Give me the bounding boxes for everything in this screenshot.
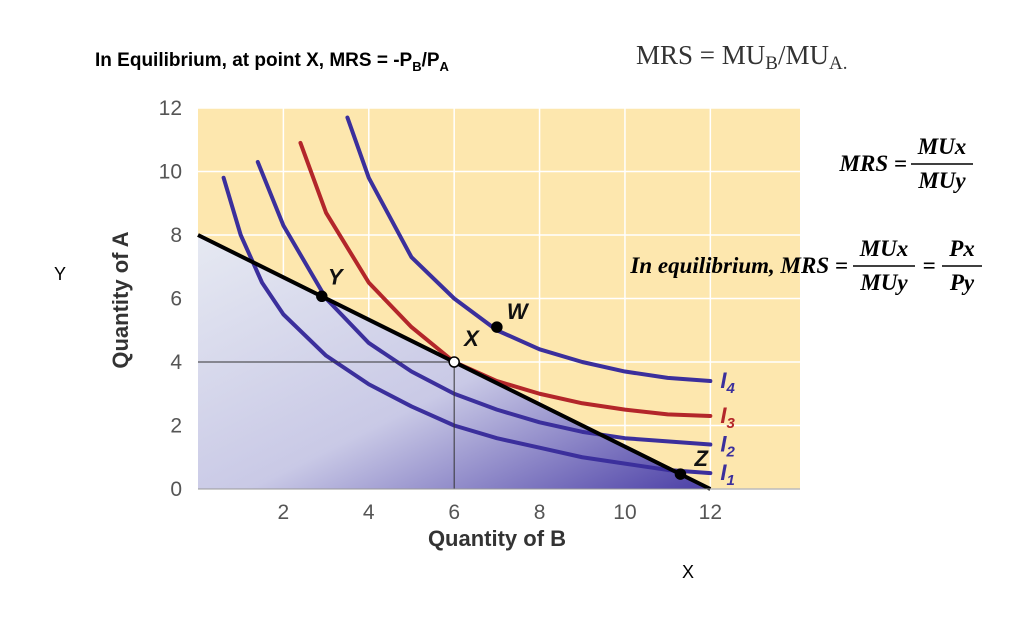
formula: MRS = MUB/MUA. <box>636 40 847 74</box>
formula-part: /MU <box>778 40 829 70</box>
y-tick-label: 10 <box>159 161 182 184</box>
curve-label-index: 4 <box>725 380 735 397</box>
y-tick-label: 4 <box>170 351 182 374</box>
point <box>316 290 328 303</box>
curve-label-index: 1 <box>726 472 734 489</box>
point-label: Z <box>693 446 709 471</box>
x-tick-label: 2 <box>278 501 290 524</box>
formula-sub: A. <box>829 53 847 74</box>
curve-label-name: I <box>720 403 727 428</box>
point-label: X <box>462 326 480 351</box>
formula-equals: = <box>922 253 935 278</box>
indifference-curve <box>345 115 713 384</box>
formula-left: In equilibrium, MRS = <box>629 253 848 278</box>
curve-label-name: I <box>720 368 727 393</box>
curve-label-name: I <box>720 432 727 457</box>
point-label: W <box>507 299 530 324</box>
formula-sub: B <box>765 53 778 74</box>
fraction-numerator: MUx <box>917 134 967 159</box>
y-tick-label: 8 <box>170 224 182 247</box>
x-axis-title: Quantity of B <box>428 526 566 551</box>
y-axis-title: Quantity of A <box>108 231 133 368</box>
indifference-curve <box>255 159 713 447</box>
fraction-numerator: Px <box>948 236 975 261</box>
y-tick-label: 6 <box>170 288 182 311</box>
chart-title-part: /P <box>422 50 440 71</box>
indifference-curve <box>221 175 713 476</box>
fraction-denominator: MUy <box>917 168 966 193</box>
y-tick-label: 0 <box>170 478 182 501</box>
side-label: Y <box>54 264 66 284</box>
x-tick-label: 4 <box>363 501 375 524</box>
chart-title: In Equilibrium, at point X, MRS = -PB/PA <box>95 50 450 74</box>
chart-title-part: In Equilibrium, at point X, MRS = -P <box>95 50 413 71</box>
x-tick-label: 10 <box>613 501 636 524</box>
side-label: X <box>682 562 694 582</box>
curve-label: I4 <box>720 368 735 397</box>
curve-label: I1 <box>720 460 734 489</box>
y-tick-label: 12 <box>159 97 182 120</box>
point <box>448 356 460 368</box>
curve-label-index: 2 <box>725 444 735 461</box>
curve-label: I2 <box>720 432 735 461</box>
chart-title-sub: A <box>440 59 450 74</box>
x-tick-label: 12 <box>699 501 722 524</box>
point-label: Y <box>328 264 345 289</box>
fraction-denominator: Py <box>949 270 975 295</box>
y-tick-label: 2 <box>170 415 182 438</box>
curve-label: I3 <box>720 403 735 432</box>
curve-label-name: I <box>720 460 727 485</box>
x-tick-label: 8 <box>534 501 546 524</box>
formula-left: MRS = <box>839 151 907 176</box>
fraction-numerator: MUx <box>859 236 909 261</box>
curve-label-index: 3 <box>726 415 735 432</box>
chart-title-sub: B <box>412 59 421 74</box>
formula-part: MRS = MU <box>636 40 765 70</box>
point <box>674 468 687 480</box>
point <box>491 321 503 333</box>
x-tick-label: 6 <box>448 501 460 524</box>
fraction-denominator: MUy <box>859 270 908 295</box>
